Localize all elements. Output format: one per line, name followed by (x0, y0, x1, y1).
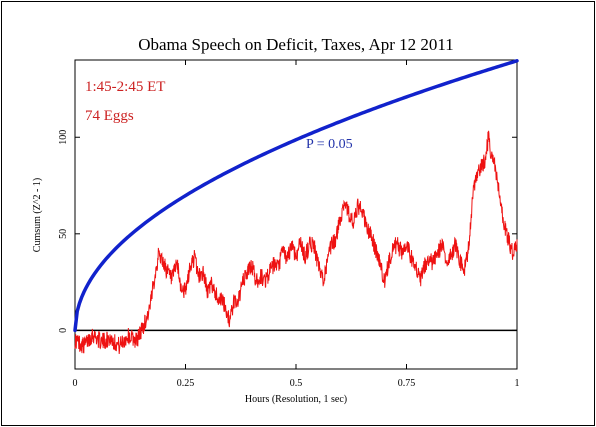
y-tick-label: 0 (58, 328, 69, 333)
y-tick-label: 50 (58, 229, 69, 239)
y-axis-label: Cumsum (Z^2 - 1) (32, 178, 43, 252)
chart-title: Obama Speech on Deficit, Taxes, Apr 12 2… (138, 35, 454, 54)
y-tick-label: 100 (58, 130, 69, 145)
cumsum-series-line (74, 130, 518, 354)
x-tick-label: 1 (515, 378, 520, 389)
p-value-label: P = 0.05 (306, 137, 353, 152)
p05-envelope-line (73, 59, 519, 333)
x-axis-label: Hours (Resolution, 1 sec) (245, 394, 347, 405)
eggs-label: 74 Eggs (85, 108, 134, 124)
time-range-label: 1:45-2:45 ET (85, 79, 165, 95)
x-tick-label: 0.75 (398, 378, 416, 389)
x-tick-label: 0.25 (177, 378, 195, 389)
x-tick-label: 0.5 (290, 378, 303, 389)
x-tick-label: 0 (73, 378, 78, 389)
